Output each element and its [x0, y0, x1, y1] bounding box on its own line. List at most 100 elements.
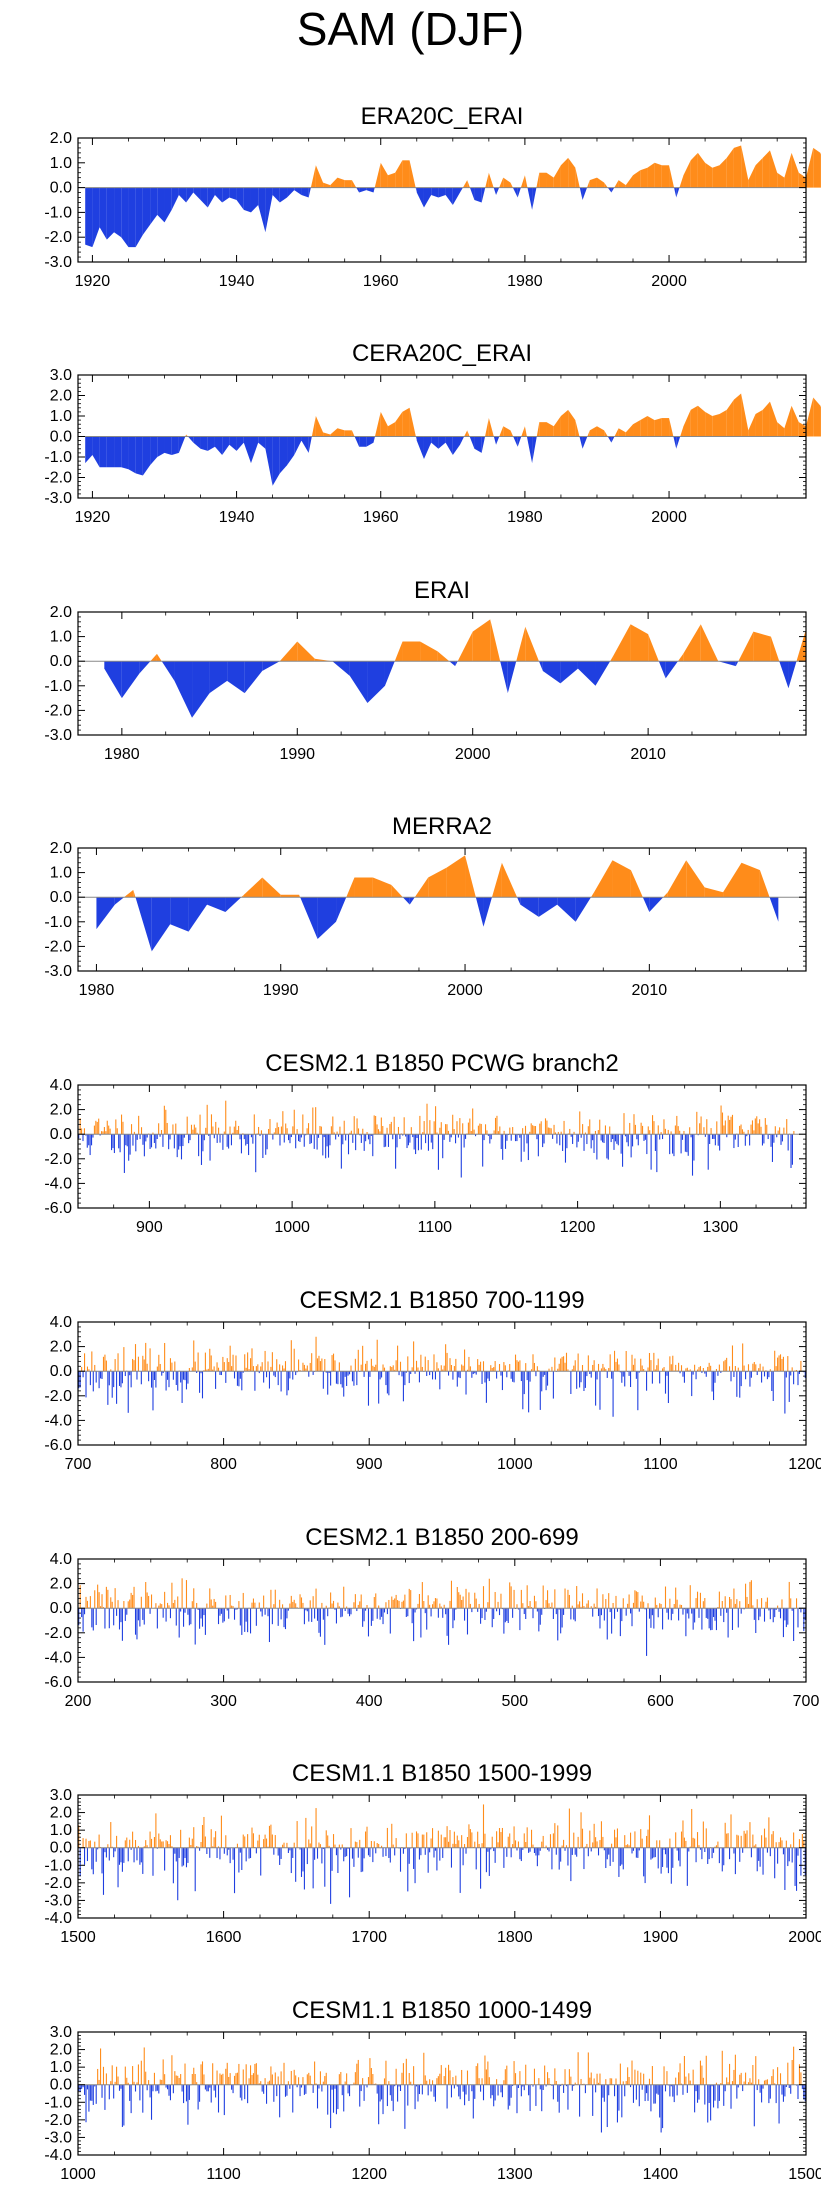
area-segment: [663, 892, 668, 898]
y-tick-label: 4.0: [50, 1314, 72, 1331]
area-segment: [287, 187, 295, 198]
area-segment: [796, 629, 806, 662]
plot-frame: [77, 611, 807, 736]
area-segment: [150, 187, 158, 225]
x-tick-label: 1960: [363, 273, 399, 290]
area-segment: [351, 430, 355, 437]
area-segment: [186, 187, 194, 203]
area-segment: [633, 170, 641, 188]
chart-panel-2: CERA20C_ERAI 3.0 2.0 1.0 0.0 -1.0 -2.0 -3.01920…: [44, 340, 821, 526]
area-segment: [225, 897, 242, 912]
x-tick-label: 1600: [206, 1929, 242, 1946]
area-segment: [510, 430, 514, 437]
area-segment: [686, 860, 705, 898]
area-segment: [317, 897, 337, 940]
area-segment: [384, 661, 395, 686]
area-segment: [415, 187, 417, 193]
area-segment: [690, 152, 698, 188]
area-segment: [791, 152, 799, 188]
y-tick-label: 2.0: [50, 604, 72, 621]
area-segment: [607, 436, 612, 443]
area-segment: [227, 661, 245, 694]
area-segment: [402, 897, 410, 905]
area-segment: [705, 411, 713, 437]
area-segment: [806, 397, 814, 437]
y-tick-label: -3.0: [44, 254, 72, 271]
area-segment: [431, 187, 439, 198]
area-segment: [236, 436, 244, 451]
area-segment: [690, 405, 698, 437]
area-segment: [446, 855, 466, 898]
area-segment: [488, 418, 494, 437]
area-segment: [229, 187, 237, 200]
area-segment: [481, 187, 486, 203]
area-segment: [595, 661, 611, 686]
area-segment: [323, 432, 331, 437]
area-segment: [142, 187, 151, 235]
area-segment: [279, 187, 288, 203]
area-segment: [779, 661, 789, 689]
x-tick-label: 1500: [60, 1929, 96, 1946]
area-segment: [791, 405, 799, 437]
area-segment: [496, 436, 500, 445]
area-segment: [193, 187, 201, 200]
series-data: [78, 1336, 806, 1417]
area-segment: [121, 661, 140, 699]
area-segment: [128, 436, 136, 474]
area-segment: [346, 877, 355, 898]
area-segment: [467, 180, 470, 188]
area-segment: [272, 436, 280, 486]
area-segment: [735, 661, 739, 667]
area-segment: [726, 147, 734, 188]
x-tick-label: 1920: [75, 273, 111, 290]
area-segment: [568, 157, 576, 188]
area-segment: [475, 897, 484, 927]
area-segment: [741, 393, 749, 437]
area-segment: [359, 436, 367, 447]
area-segment: [719, 157, 727, 188]
area-segment: [788, 661, 797, 689]
area-segment: [114, 187, 122, 238]
area-segment: [135, 187, 143, 248]
area-segment: [423, 436, 432, 460]
area-segment: [428, 867, 447, 898]
y-tick-label: 0.0: [50, 180, 72, 197]
area-segment: [170, 897, 189, 932]
panel-title: CESM2.1 B1850 200-699: [305, 1524, 579, 1551]
plot-frame: [77, 1794, 807, 1919]
area-segment: [214, 187, 223, 203]
x-tick-label: 1700: [351, 1929, 387, 1946]
area-segment: [493, 436, 497, 445]
area-segment: [464, 430, 468, 437]
area-segment: [311, 416, 316, 437]
area-segment: [648, 634, 659, 662]
area-segment: [630, 870, 643, 898]
series-data: [104, 619, 806, 718]
y-tick-label: -1.0: [44, 678, 72, 695]
area-segment: [510, 182, 513, 188]
y-tick-label: -3.0: [44, 1892, 72, 1909]
x-tick-label: 1100: [206, 2166, 241, 2183]
area-segment: [665, 661, 678, 679]
series-data: [78, 1100, 795, 1178]
area-segment: [258, 436, 266, 449]
area-segment: [604, 182, 608, 188]
panel-title: CESM1.1 B1850 1500-1999: [292, 1760, 592, 1787]
area-segment: [178, 436, 186, 453]
area-segment: [300, 897, 318, 940]
area-segment: [647, 162, 655, 188]
area-segment: [402, 641, 421, 662]
area-segment: [262, 877, 281, 898]
y-tick-label: -3.0: [44, 490, 72, 507]
area-segment: [769, 401, 778, 437]
panel-title: CESM2.1 B1850 700-1199: [299, 1287, 584, 1314]
area-segment: [513, 436, 518, 447]
y-tick-label: -4.0: [44, 1910, 72, 1927]
area-segment: [366, 436, 374, 447]
area-segment: [527, 187, 533, 210]
area-segment: [207, 897, 226, 912]
area-segment: [178, 187, 187, 203]
y-tick-label: 2.0: [50, 1339, 72, 1356]
x-tick-label: 1940: [219, 509, 255, 526]
area-segment: [344, 180, 352, 188]
